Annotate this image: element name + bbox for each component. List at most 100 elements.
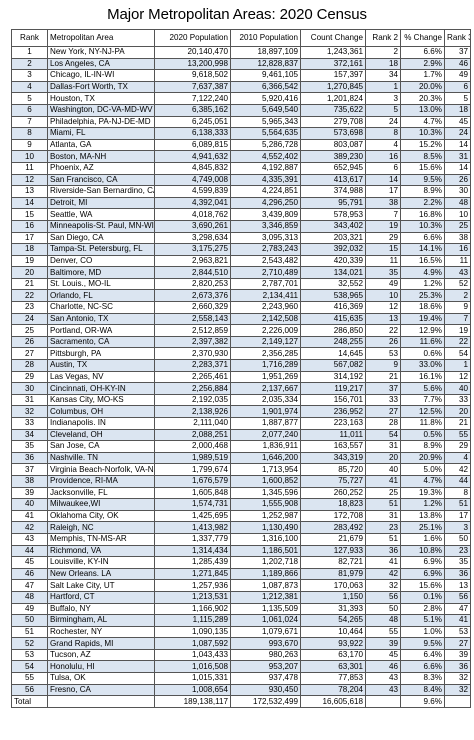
cell-rank-3: 18 (444, 103, 471, 117)
cell-pop-2010: 1,212,381 (230, 590, 301, 604)
cell-count-change: 236,952 (300, 405, 366, 418)
cell-pct-change: 4.9% (400, 266, 445, 279)
table-row: 18 Tampa-St. Petersburg, FL 3,175,275 2,783… (11, 243, 471, 256)
cell-count-change: 95,791 (300, 196, 366, 210)
cell-rank-3: 35 (444, 556, 471, 569)
cell-pct-change: 6.9% (400, 556, 445, 569)
cell-pct-change: 9.5% (400, 637, 445, 650)
cell-rank-2: 12 (365, 301, 401, 314)
cell-pop-2020: 2,673,376 (154, 289, 231, 303)
cell-count-change: 413,617 (300, 173, 366, 187)
cell-metro-area: Fresno, CA (47, 683, 155, 697)
cell-rank-2: 11 (365, 254, 401, 268)
total-cell-metro-area (47, 695, 155, 708)
table-row: 30 Cincinnati, OH-KY-IN 2,256,884 2,137,667… (11, 382, 471, 395)
cell-metro-area: San Antonio, TX (47, 312, 155, 326)
table-row: 1 New York, NY-NJ-PA 20,140,470 18,897,109 1… (11, 46, 471, 59)
header-rank-3: Rank 3 (444, 29, 471, 47)
cell-count-change: 78,204 (300, 683, 366, 697)
cell-pct-change: 1.0% (400, 625, 445, 639)
table-row: 6 Washington, DC-VA-MD-WV 6,385,162 5,649,5… (11, 103, 471, 117)
cell-metro-area: Jacksonville, FL (47, 486, 155, 500)
cell-rank-3: 52 (444, 277, 471, 291)
cell-rank-2: 3 (365, 92, 401, 105)
cell-count-change: 415,635 (300, 312, 366, 326)
cell-pop-2010: 5,649,540 (230, 103, 301, 117)
cell-rank-3: 54 (444, 347, 471, 361)
total-row: Total 189,138,117 172,532,499 16,605,618 9.6… (11, 695, 471, 708)
cell-pop-2020: 2,138,926 (154, 405, 231, 418)
cell-count-change: 93,922 (300, 637, 366, 650)
table-row: 8 Miami, FL 6,138,333 5,564,635 573,698 8 10.3… (11, 127, 471, 140)
cell-pct-change: 10.8% (400, 544, 445, 558)
cell-rank: 56 (11, 683, 48, 697)
cell-pop-2010: 980,263 (230, 648, 301, 662)
table-row: 36 Nashville. TN 1,989,519 1,646,200 343,319… (11, 451, 471, 465)
cell-pop-2020: 1,676,579 (154, 474, 231, 488)
cell-metro-area: Dallas-Fort Worth, TX (47, 80, 155, 94)
header-rank: Rank (11, 29, 48, 47)
cell-rank-2: 13 (365, 312, 401, 326)
cell-count-change: 343,402 (300, 219, 366, 233)
table-row: 20 Baltimore, MD 2,844,510 2,710,489 134,021… (11, 266, 471, 279)
cell-count-change: 170,063 (300, 579, 366, 592)
cell-pct-change: 1.2% (400, 277, 445, 291)
cell-metro-area: Tucson, AZ (47, 648, 155, 662)
cell-rank-3: 29 (444, 440, 471, 453)
cell-rank: 34 (11, 428, 48, 442)
cell-rank-3: 13 (444, 579, 471, 592)
cell-rank-2: 46 (365, 660, 401, 674)
cell-pop-2020: 1,213,531 (154, 590, 231, 604)
cell-pct-change: 25.3% (400, 289, 445, 303)
cell-rank-3: 55 (444, 428, 471, 442)
cell-rank: 38 (11, 474, 48, 488)
cell-count-change: 32,552 (300, 277, 366, 291)
cell-metro-area: Columbus, OH (47, 405, 155, 418)
cell-rank-3: 31 (444, 150, 471, 163)
cell-pop-2020: 1,271,845 (154, 567, 231, 581)
cell-metro-area: Portland, OR-WA (47, 324, 155, 337)
cell-rank-3: 14 (444, 138, 471, 152)
total-cell-rank-2 (365, 695, 401, 708)
cell-pop-2010: 6,366,542 (230, 80, 301, 94)
cell-rank: 25 (11, 324, 48, 337)
cell-pop-2020: 1,090,135 (154, 625, 231, 639)
cell-pct-change: 4.7% (400, 474, 445, 488)
table-row: 43 Memphis, TN-MS-AR 1,337,779 1,316,100 21,… (11, 532, 471, 546)
cell-rank: 41 (11, 509, 48, 523)
cell-pct-change: 6.9% (400, 567, 445, 581)
cell-rank-3: 7 (444, 312, 471, 326)
cell-rank-2: 24 (365, 115, 401, 129)
cell-pct-change: 8.9% (400, 440, 445, 453)
table-row: 46 New Orleans. LA 1,271,845 1,189,866 81,97… (11, 567, 471, 581)
cell-rank-3: 12 (444, 370, 471, 384)
cell-count-change: 803,087 (300, 138, 366, 152)
cell-pop-2010: 937,478 (230, 672, 301, 685)
cell-rank-2: 54 (365, 428, 401, 442)
cell-metro-area: Memphis, TN-MS-AR (47, 532, 155, 546)
cell-pop-2020: 1,314,434 (154, 544, 231, 558)
cell-pop-2010: 993,670 (230, 637, 301, 650)
table-row: 47 Salt Lake City, UT 1,257,936 1,087,873 17… (11, 579, 471, 592)
cell-rank: 14 (11, 196, 48, 210)
cell-pct-change: 16.5% (400, 254, 445, 268)
cell-pct-change: 0.6% (400, 347, 445, 361)
cell-pop-2010: 1,316,100 (230, 532, 301, 546)
cell-pop-2010: 2,134,411 (230, 289, 301, 303)
cell-rank-3: 38 (444, 231, 471, 245)
cell-count-change: 85,720 (300, 463, 366, 476)
cell-metro-area: Denver, CO (47, 254, 155, 268)
cell-rank-3: 21 (444, 417, 471, 430)
cell-count-change: 77,853 (300, 672, 366, 685)
cell-rank-3: 14 (444, 161, 471, 175)
cell-rank-2: 45 (365, 648, 401, 662)
table-row: 29 Las Vegas, NV 2,265,461 1,951,269 314,192… (11, 370, 471, 384)
cell-rank: 17 (11, 231, 48, 245)
cell-rank: 7 (11, 115, 48, 129)
table-row: 13 Riverside-San Bernardino, CA 4,599,839 4… (11, 185, 471, 198)
cell-count-change: 10,464 (300, 625, 366, 639)
table-row: 42 Raleigh, NC 1,413,982 1,130,490 283,492 23… (11, 521, 471, 534)
cell-rank: 42 (11, 521, 48, 534)
cell-rank-2: 41 (365, 474, 401, 488)
cell-pop-2020: 6,385,162 (154, 103, 231, 117)
